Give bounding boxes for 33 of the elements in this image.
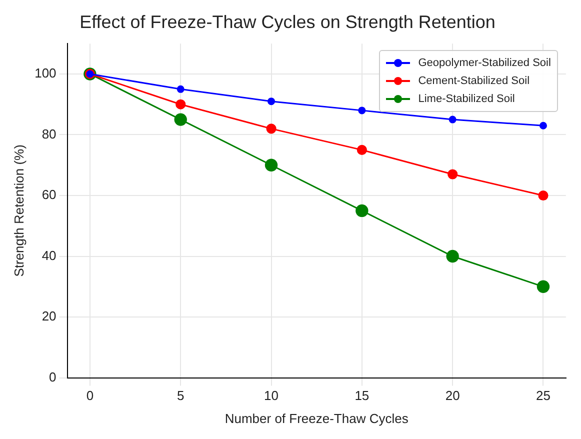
point <box>356 144 367 155</box>
y-tick-label: 0 <box>49 369 56 384</box>
point <box>176 85 184 93</box>
legend-label: Lime-Stabilized Soil <box>418 92 515 105</box>
x-tick-label: 0 <box>86 388 94 404</box>
point <box>536 280 550 294</box>
point <box>448 169 458 180</box>
legend-label: Cement-Stabilized Soil <box>418 74 530 87</box>
x-tick-label: 10 <box>264 388 278 404</box>
x-axis-title: Number of Freeze-Thaw Cycles <box>224 410 409 426</box>
x-tick-label: 25 <box>536 388 550 404</box>
chart-title: Effect of Freeze-Thaw Cycles on Strength Retention <box>80 12 496 32</box>
y-tick-label: 40 <box>42 248 56 263</box>
y-tick-label: 20 <box>42 308 56 324</box>
point <box>264 158 278 172</box>
point <box>356 204 368 218</box>
point <box>358 106 366 114</box>
legend-label: Geopolymer-Stabilized Soil <box>418 56 551 69</box>
point <box>174 113 187 126</box>
point <box>268 98 276 106</box>
y-tick-label: 80 <box>42 126 56 142</box>
point <box>539 122 547 130</box>
y-tick-label: 100 <box>34 66 56 81</box>
x-tick-label: 20 <box>445 388 460 404</box>
point <box>448 116 456 124</box>
x-tick-label: 5 <box>176 388 184 404</box>
point <box>538 190 548 201</box>
point <box>266 124 276 134</box>
x-tick-label: 15 <box>354 388 370 404</box>
point <box>176 99 186 110</box>
y-tick-label: 60 <box>42 187 56 202</box>
point <box>446 250 459 263</box>
y-axis-title: Strength Retention (%) <box>11 144 26 277</box>
